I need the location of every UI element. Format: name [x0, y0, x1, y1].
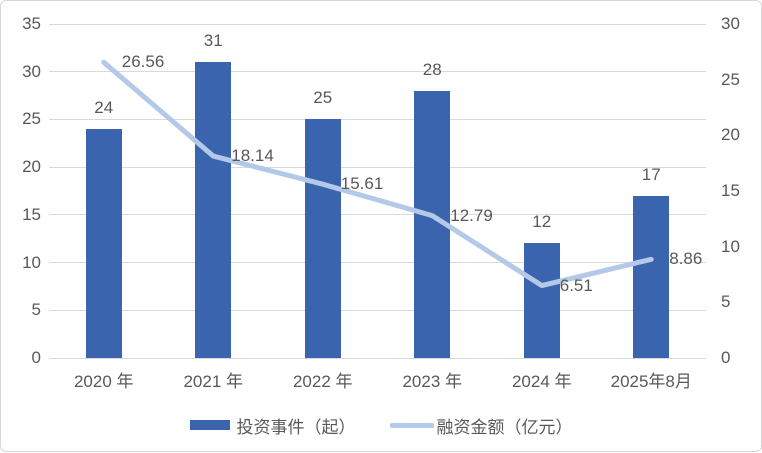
bar-5 [633, 195, 670, 358]
bar-value-label: 31 [203, 31, 223, 51]
line-value-label: 6.51 [559, 275, 593, 295]
gridline [49, 118, 706, 120]
x-axis-label: 2021 年 [183, 372, 244, 391]
x-axis-label: 2024 年 [511, 372, 572, 391]
gridline [49, 262, 706, 264]
left-axis-tick: 30 [22, 61, 41, 81]
bar-value-label: 24 [94, 97, 114, 117]
bar-value-label: 25 [313, 88, 333, 108]
gridline [49, 23, 706, 25]
bar-1 [195, 62, 232, 358]
left-axis-tick: 5 [31, 300, 41, 320]
left-axis-tick: 15 [22, 204, 41, 224]
financing-line [101, 59, 654, 289]
right-axis-tick: 25 [721, 69, 740, 89]
x-axis-label: 2023 年 [402, 372, 463, 391]
right-axis-tick: 30 [721, 14, 740, 33]
left-axis-tick: 0 [31, 348, 41, 367]
legend-item-bar-series: 投资事件（起） [189, 413, 356, 438]
line-series-swatch-icon [389, 422, 434, 428]
bar-0 [85, 128, 122, 358]
right-axis-tick: 0 [721, 348, 731, 367]
line-value-label: 15.61 [340, 174, 384, 194]
line-value-label: 12.79 [450, 205, 493, 225]
gridline [49, 71, 706, 73]
left-axis-tick: 25 [22, 109, 41, 129]
legend: 投资事件（起） 融资金额（亿元） [1, 412, 761, 438]
x-axis-label: 2025年8月 [610, 372, 692, 391]
legend-label-line-series: 融资金额（亿元） [436, 417, 573, 437]
x-axis-label: 2022 年 [292, 372, 353, 391]
right-axis-tick: 5 [721, 292, 731, 312]
bar-value-label: 17 [641, 164, 661, 184]
bar-value-label: 28 [422, 59, 442, 79]
left-axis-tick: 10 [22, 252, 41, 272]
bar-value-label: 12 [532, 212, 552, 232]
gridline [49, 166, 706, 168]
right-axis-tick: 20 [721, 125, 740, 145]
bar-2 [304, 119, 341, 358]
x-axis-label: 2020 年 [73, 372, 134, 391]
line-value-label: 18.14 [231, 146, 274, 166]
right-axis-tick: 15 [721, 181, 740, 200]
line-value-label: 8.86 [669, 249, 703, 269]
bar-series-swatch-icon [189, 420, 230, 430]
legend-label-bar-series: 投资事件（起） [236, 417, 356, 437]
right-axis-tick: 10 [721, 236, 740, 256]
legend-item-line-series: 融资金额（亿元） [389, 413, 573, 438]
gridline [49, 309, 706, 311]
bar-4 [523, 243, 560, 358]
left-axis-tick: 35 [22, 14, 41, 33]
gridline [49, 214, 706, 216]
gridline [49, 357, 706, 359]
left-axis-tick: 20 [22, 157, 41, 177]
line-value-label: 26.56 [121, 52, 165, 72]
